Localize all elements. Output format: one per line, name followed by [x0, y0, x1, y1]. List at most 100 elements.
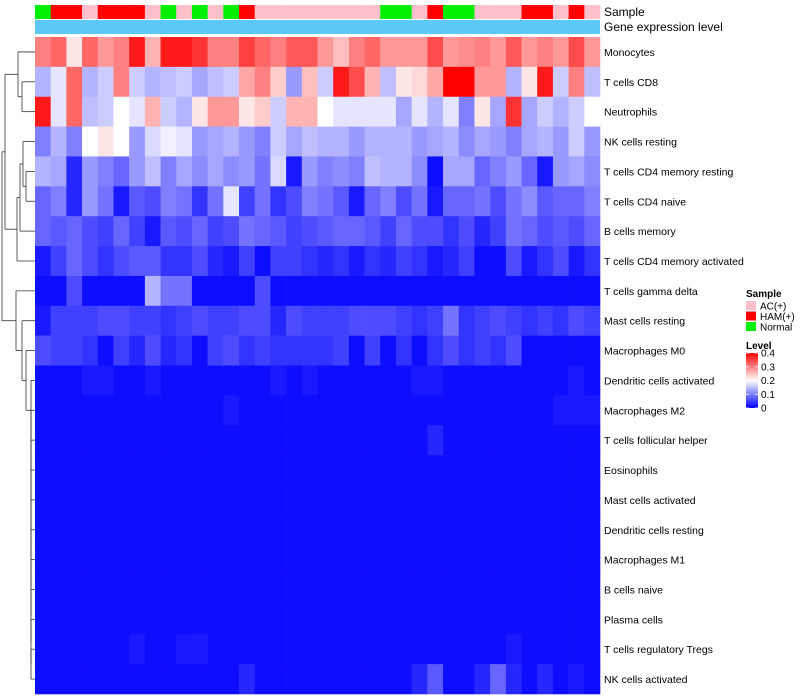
heatmap-cell	[50, 484, 67, 516]
heatmap-cell	[443, 514, 460, 545]
heatmap-cell	[505, 37, 522, 68]
heatmap-cell	[97, 455, 114, 486]
legend-tick-label: 0.2	[761, 376, 775, 387]
heatmap-cell	[537, 365, 554, 396]
heatmap-cell	[223, 126, 240, 157]
heatmap-cell	[521, 216, 538, 247]
heatmap-cell	[223, 574, 240, 605]
heatmap-cell	[411, 395, 428, 426]
heatmap-cell	[191, 604, 208, 635]
row-label: Macrophages M2	[604, 405, 685, 417]
heatmap-cell	[364, 335, 381, 366]
sample-annotation-cell	[97, 5, 114, 19]
heatmap-cell	[239, 634, 256, 665]
row-label: T cells CD4 naive	[604, 196, 686, 208]
heatmap-cell	[364, 455, 381, 486]
heatmap-cell	[537, 544, 554, 575]
heatmap-cell	[50, 37, 67, 68]
heatmap-cell	[207, 634, 224, 665]
row-label: Dendritic cells resting	[604, 525, 704, 537]
heatmap-cell	[270, 365, 287, 396]
sample-annotation-cell	[317, 5, 334, 19]
heatmap-cell	[97, 156, 114, 187]
heatmap-cell	[207, 246, 224, 277]
heatmap-cell	[427, 216, 444, 247]
heatmap-cell	[270, 126, 287, 157]
heatmap-cell	[270, 96, 287, 127]
heatmap-cell	[301, 425, 318, 456]
heatmap-cell	[66, 186, 83, 217]
heatmap-cell	[191, 216, 208, 247]
heatmap-cell	[97, 544, 114, 575]
heatmap-cell	[129, 544, 146, 575]
heatmap-cell	[490, 664, 507, 695]
heatmap-cell	[364, 365, 381, 396]
heatmap-cell	[443, 365, 460, 396]
sample-annotation-bar	[35, 5, 601, 19]
heatmap-cell	[380, 664, 397, 695]
heatmap-cell	[521, 186, 538, 217]
heatmap-cell	[333, 96, 350, 127]
heatmap-cell	[584, 246, 601, 277]
heatmap-cell	[50, 574, 67, 605]
heatmap-cell	[301, 275, 318, 307]
heatmap-cell	[348, 634, 365, 665]
heatmap-cell	[537, 664, 554, 695]
heatmap-cell	[254, 186, 271, 217]
heatmap-cell	[395, 544, 412, 575]
heatmap-cell	[411, 514, 428, 545]
heatmap-cell	[568, 96, 585, 127]
heatmap-cell	[223, 455, 240, 486]
heatmap-cell	[364, 66, 381, 98]
heatmap-cell	[254, 395, 271, 426]
heatmap-cell	[113, 335, 130, 366]
heatmap-cell	[490, 96, 507, 127]
heatmap-cell	[82, 365, 99, 396]
heatmap-cell	[427, 604, 444, 635]
heatmap-cell	[317, 544, 334, 575]
heatmap-cell	[490, 275, 507, 307]
heatmap-cell	[176, 664, 193, 695]
heatmap-cell	[113, 96, 130, 127]
heatmap-cell	[348, 246, 365, 277]
heatmap-cell	[160, 365, 177, 396]
heatmap-cell	[301, 186, 318, 217]
row-label: T cells follicular helper	[604, 435, 708, 447]
heatmap-cell	[552, 395, 569, 426]
heatmap-cell	[333, 216, 350, 247]
heatmap-cell	[35, 455, 51, 486]
row-label: T cells CD4 memory resting	[604, 166, 733, 178]
heatmap-cell	[191, 246, 208, 277]
legend-tick-label: 0.4	[761, 349, 775, 360]
heatmap-cell	[317, 455, 334, 486]
heatmap-cell	[395, 425, 412, 456]
row-label: NK cells activated	[604, 674, 688, 686]
heatmap-cell	[270, 37, 287, 68]
heatmap-cell	[395, 275, 412, 307]
heatmap-cell	[584, 455, 601, 486]
heatmap-cell	[395, 604, 412, 635]
heatmap-cell	[82, 66, 99, 98]
heatmap-cell	[50, 305, 67, 336]
heatmap-cell	[129, 216, 146, 247]
heatmap-cell	[129, 246, 146, 277]
heatmap-cell	[427, 37, 444, 68]
heatmap-cell	[270, 574, 287, 605]
heatmap-cell	[395, 634, 412, 665]
heatmap-cell	[129, 275, 146, 307]
heatmap-cell	[568, 246, 585, 277]
sample-annotation-cell	[443, 5, 460, 19]
heatmap-cell	[505, 574, 522, 605]
heatmap-cell	[458, 634, 475, 665]
heatmap-cell	[160, 156, 177, 187]
heatmap-cell	[207, 66, 224, 98]
sample-annotation-cell	[411, 5, 428, 19]
heatmap-cell	[348, 574, 365, 605]
heatmap-cell	[505, 96, 522, 127]
heatmap-cell	[176, 395, 193, 426]
heatmap-cell	[380, 455, 397, 486]
heatmap-cell	[239, 365, 256, 396]
heatmap-cell	[584, 634, 601, 665]
sample-annotation-cell	[286, 5, 303, 19]
heatmap-cell	[97, 574, 114, 605]
